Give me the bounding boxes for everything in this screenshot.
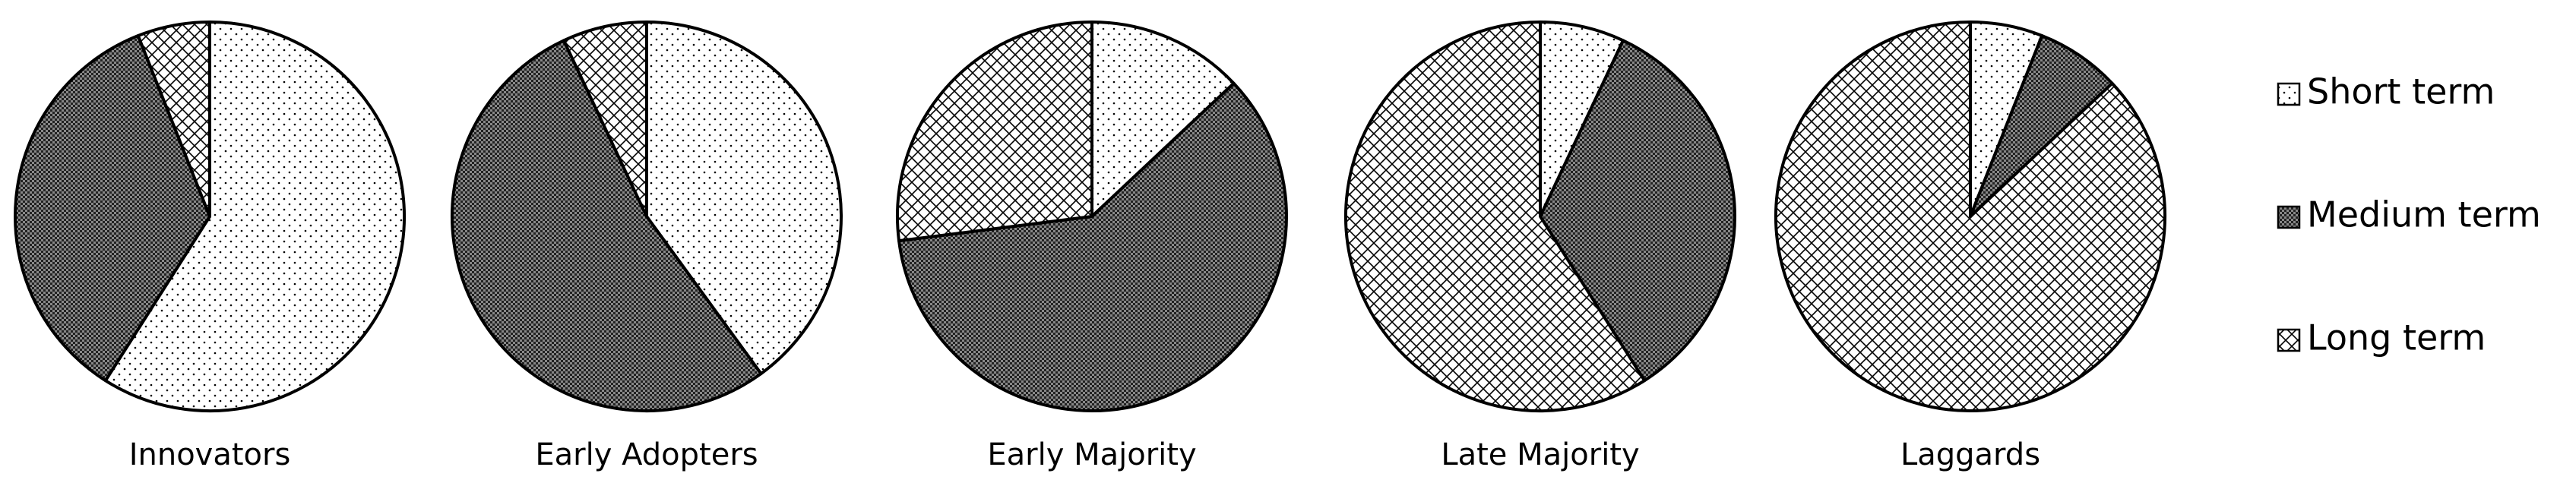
category-label: Early Majority <box>987 437 1196 472</box>
pie-slice <box>645 21 843 376</box>
pie-slice <box>562 21 648 218</box>
pie-slice <box>1774 21 2166 412</box>
legend-swatch <box>2277 205 2301 229</box>
pie-slice <box>451 39 763 413</box>
pie-slice <box>14 33 211 383</box>
pie-slice <box>103 21 406 412</box>
pie-slice <box>1539 21 1625 218</box>
legend-label: Short term <box>2307 71 2495 112</box>
pie-slice <box>897 81 1288 412</box>
category-label: Early Adopters <box>535 437 758 472</box>
pie-slice <box>896 21 1093 243</box>
pie-slice <box>136 21 211 218</box>
pie-slice <box>1090 21 1236 218</box>
legend-label: Long term <box>2307 317 2486 358</box>
legend-swatch <box>2277 328 2301 352</box>
category-label: Laggards <box>1900 437 2040 472</box>
category-label: Late Majority <box>1441 437 1639 472</box>
pie-slice <box>1344 21 1647 412</box>
pie-slice <box>1539 39 1736 383</box>
category-label: Innovators <box>129 437 291 472</box>
legend-swatch <box>2277 82 2301 106</box>
legend-label: Medium term <box>2307 194 2541 235</box>
pie-slice <box>1969 33 2114 218</box>
